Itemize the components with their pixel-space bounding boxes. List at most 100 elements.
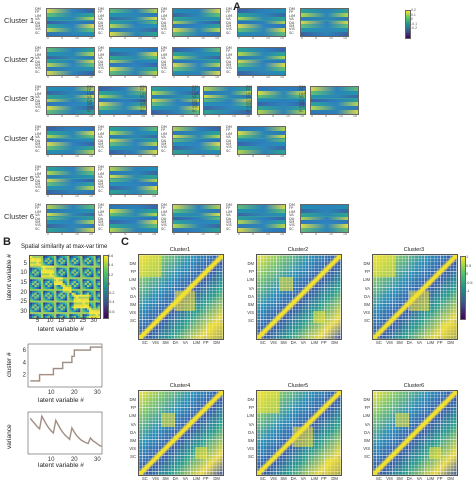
heatmap-cell (47, 275, 50, 278)
heatmap-cell (60, 285, 63, 288)
matrix-col-label: FP (321, 340, 327, 345)
heatmap-cell (65, 310, 68, 313)
heatmap-cell (51, 314, 55, 317)
heatmap-cell (67, 269, 70, 272)
heatmap-cell (95, 263, 98, 266)
pattern-band (204, 98, 251, 103)
heatmap-cell (97, 275, 100, 278)
heatmap-cell (45, 298, 48, 301)
heatmap-cell (32, 269, 35, 272)
heatmap-cell (60, 263, 63, 266)
heatmap-cell (71, 256, 74, 259)
x-tick: 0 (173, 232, 175, 236)
heatmap-cell (43, 300, 46, 303)
heatmap-cell (54, 287, 57, 290)
heatmap-cell (34, 281, 37, 284)
heatmap-cell (38, 287, 42, 290)
heatmap-cell (62, 314, 66, 317)
heatmap-cell (62, 285, 66, 288)
heatmap-cell (40, 285, 44, 288)
heatmap-cell (78, 302, 81, 305)
heatmap-cell (78, 265, 81, 268)
heatmap-cell (69, 292, 72, 295)
heatmap-cell (32, 290, 35, 293)
heatmap-cell (60, 271, 63, 274)
pattern-image (109, 47, 158, 76)
x-tick: 5 (187, 154, 189, 158)
matrix-colorbar-tick: 0.5 (466, 263, 472, 268)
temporal-pattern-plot: DM FP LIM VA DA SM VIS SC 0 5 10 15 (98, 125, 158, 160)
heatmap-cell (75, 288, 79, 291)
heatmap-cell (43, 308, 46, 311)
heatmap-cell (80, 281, 83, 284)
heatmap-cell (89, 294, 92, 297)
heatmap-cell (82, 283, 85, 286)
heatmap-cell (73, 298, 77, 301)
heatmap-cell (49, 256, 52, 259)
heatmap-cell (69, 256, 72, 259)
heatmap-cell (78, 312, 81, 315)
heatmap-cell (62, 277, 66, 280)
heatmap-cell (75, 310, 79, 313)
heatmap-cell (93, 287, 96, 290)
region-labels: DM FP LIM VA DA SM VIS SC (35, 85, 42, 113)
pattern-image (300, 8, 349, 37)
heatmap-cell (75, 294, 79, 297)
x-tick: 0 (173, 36, 175, 40)
heatmap-cell (38, 306, 42, 309)
cluster-row-label: Cluster 4 (4, 134, 35, 143)
connectivity-matrix (372, 254, 458, 340)
heatmap-cell (80, 288, 83, 291)
heatmap-cell (62, 298, 66, 301)
pattern-band (110, 205, 157, 209)
pattern-image (109, 126, 158, 155)
heatmap-cell (40, 256, 44, 259)
heatmap-cell (91, 292, 94, 295)
heatmap-cell (30, 283, 33, 286)
heatmap-cell (67, 316, 70, 318)
heatmap-cell (84, 300, 87, 303)
heatmap-cell (47, 308, 50, 311)
heatmap-cell (97, 277, 100, 280)
matrix-col-label: VA (182, 340, 189, 345)
heatmap-cell (49, 302, 52, 305)
heatmap-cell (49, 279, 52, 282)
heatmap-cell (60, 308, 63, 311)
region-labels: DM FP LIM VA DA SM VIS SC (299, 85, 306, 113)
heatmap-cell (45, 261, 48, 264)
heatmap-cell (95, 310, 98, 313)
heatmap-cell (36, 288, 39, 291)
heatmap-cell (91, 277, 94, 280)
heatmap-cell (43, 290, 46, 293)
heatmap-cell (30, 261, 33, 264)
heatmap-cell (30, 267, 33, 270)
matrix-colorbar-tick: 0 (466, 272, 469, 276)
heatmap-cell (45, 259, 48, 262)
similarity-heatmap (29, 255, 101, 319)
heatmap-cell (93, 283, 96, 286)
heatmap-cell (60, 306, 63, 309)
x-tick: 15 (89, 114, 93, 118)
heatmap-cell (32, 314, 35, 317)
heatmap-cell (82, 294, 85, 297)
heatmap-cell (30, 277, 33, 280)
heatmap-x-tick: 30 (90, 318, 98, 324)
heatmap-cell (60, 281, 63, 284)
x-tick: 15 (215, 36, 219, 40)
heatmap-cell (30, 300, 33, 303)
heatmap-cell (34, 273, 37, 276)
heatmap-cell (71, 261, 74, 264)
heatmap-cell (78, 269, 81, 272)
heatmap-cell (47, 265, 50, 268)
heatmap-cell (49, 292, 52, 295)
pattern-band (47, 98, 94, 103)
heatmap-cell (80, 306, 83, 309)
heatmap-cell (91, 312, 94, 315)
heatmap-cell (69, 265, 72, 268)
heatmap-cell (30, 298, 33, 301)
heatmap-cell (84, 302, 87, 305)
heatmap-cell (80, 290, 83, 293)
heatmap-cell (86, 275, 90, 278)
pattern-band (238, 55, 285, 60)
heatmap-cell (49, 269, 52, 272)
